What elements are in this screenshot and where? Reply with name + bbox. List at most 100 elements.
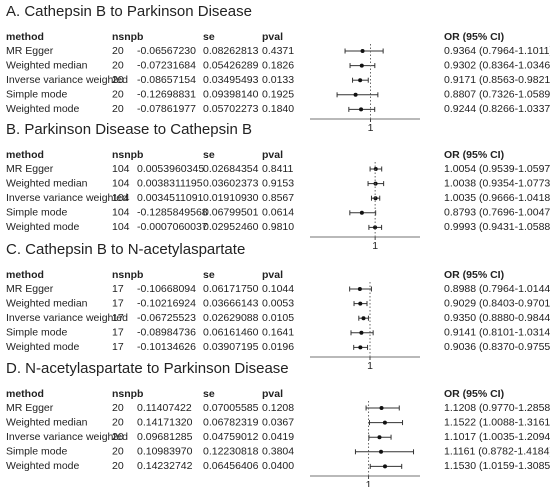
cell: -0.1285849568 <box>137 207 208 219</box>
cell: 0.06456406 <box>203 460 259 472</box>
cell: 0.11407422 <box>137 402 192 414</box>
cell: 20 <box>112 89 124 101</box>
or-label: 1.1017 (1.0035-1.2094) <box>444 431 550 443</box>
cell: 0.14171320 <box>137 416 193 428</box>
or-label: 0.9036 (0.8370-0.9755) <box>444 341 550 353</box>
column-header: method <box>6 149 44 161</box>
cell: 0.1641 <box>262 327 294 339</box>
or-label: 1.1530 (1.0159-1.3085) <box>444 460 550 472</box>
cell: 20 <box>112 45 124 57</box>
cell: MR Egger <box>6 283 54 295</box>
column-header: se <box>203 269 215 281</box>
cell: MR Egger <box>6 163 54 175</box>
cell: Weighted mode <box>6 341 80 353</box>
cell: Weighted median <box>6 297 88 309</box>
cell: Inverse variance weighted <box>6 431 128 443</box>
or-point <box>379 449 384 454</box>
cell: 0.02684354 <box>203 163 259 175</box>
panel-title: C. Cathepsin B to N-acetylaspartate <box>6 241 245 258</box>
cell: 0.04759012 <box>203 431 259 443</box>
cell: Inverse variance weighted <box>6 74 128 86</box>
cell: -0.10668094 <box>137 283 196 295</box>
cell: Weighted median <box>6 59 88 71</box>
cell: 17 <box>112 327 124 339</box>
column-header: OR (95% CI) <box>444 269 504 281</box>
cell: 0.1826 <box>262 59 294 71</box>
cell: 0.10983970 <box>137 446 193 458</box>
cell: 0.8411 <box>262 163 293 175</box>
cell: 104 <box>112 177 130 189</box>
cell: 0.1044 <box>262 283 294 295</box>
or-label: 0.8793 (0.7696-1.0047) <box>444 207 550 219</box>
cell: 20 <box>112 460 124 472</box>
or-point <box>377 435 382 440</box>
cell: 20 <box>112 74 124 86</box>
cell: 0.03666143 <box>203 297 259 309</box>
or-label: 0.9364 (0.7964-1.1011) <box>444 45 550 57</box>
cell: 0.1840 <box>262 103 294 115</box>
cell: 0.02629088 <box>203 312 259 324</box>
cell: 20 <box>112 59 124 71</box>
cell: -0.0007060037 <box>137 221 208 233</box>
column-header: b <box>137 269 143 281</box>
or-point <box>361 316 366 321</box>
cell: 0.1208 <box>262 402 294 414</box>
cell: 0.8567 <box>262 192 294 204</box>
cell: 0.09398140 <box>203 89 259 101</box>
cell: 17 <box>112 283 124 295</box>
or-point <box>373 167 378 171</box>
cell: -0.10216924 <box>137 297 196 309</box>
column-header: b <box>137 388 143 400</box>
column-header: pval <box>262 149 283 161</box>
cell: Weighted median <box>6 416 88 428</box>
or-label: 0.9244 (0.8266-1.0337) <box>444 103 550 115</box>
column-header: pval <box>262 388 283 400</box>
column-header: pval <box>262 269 283 281</box>
cell: -0.07861977 <box>137 103 196 115</box>
column-header: method <box>6 31 44 43</box>
cell: -0.08984736 <box>137 327 196 339</box>
cell: Weighted mode <box>6 221 80 233</box>
cell: 17 <box>112 312 124 324</box>
cell: 20 <box>112 103 124 115</box>
cell: 20 <box>112 446 124 458</box>
cell: Simple mode <box>6 89 67 101</box>
column-header: se <box>203 149 215 161</box>
cell: Simple mode <box>6 327 67 339</box>
cell: -0.08657154 <box>137 74 196 86</box>
cell: 0.03907195 <box>203 341 259 353</box>
cell: -0.06567230 <box>137 45 196 57</box>
or-label: 1.1161 (0.8782-1.4184) <box>444 446 550 458</box>
x-tick-label: 1 <box>366 479 372 487</box>
or-label: 0.9350 (0.8880-0.9844) <box>444 312 550 324</box>
or-label: 1.0054 (0.9539-1.0597) <box>444 163 550 175</box>
x-tick-label: 1 <box>372 240 378 252</box>
or-label: 0.9029 (0.8403-0.9701) <box>444 297 550 309</box>
cell: 20 <box>112 431 124 443</box>
cell: MR Egger <box>6 45 54 57</box>
or-label: 0.8807 (0.7326-1.0589) <box>444 89 550 101</box>
column-header: se <box>203 31 215 43</box>
column-header: pval <box>262 31 283 43</box>
x-tick-label: 1 <box>368 122 374 134</box>
or-label: 1.0035 (0.9666-1.0418) <box>444 192 550 204</box>
cell: -0.12698831 <box>137 89 196 101</box>
cell: 0.9153 <box>262 177 294 189</box>
or-label: 0.9993 (0.9431-1.0588) <box>444 221 550 233</box>
or-point <box>373 225 378 230</box>
cell: 104 <box>112 163 130 175</box>
or-point <box>359 63 364 68</box>
cell: 0.0038311195 <box>137 177 203 189</box>
cell: 104 <box>112 192 130 204</box>
or-point <box>382 464 387 469</box>
or-point <box>379 406 384 410</box>
or-point <box>359 107 364 112</box>
or-point <box>382 420 387 425</box>
column-header: method <box>6 269 44 281</box>
column-header: nsnp <box>112 388 137 400</box>
cell: 0.0053960345 <box>137 163 204 175</box>
cell: 0.06782319 <box>203 416 259 428</box>
cell: -0.10134626 <box>137 341 196 353</box>
